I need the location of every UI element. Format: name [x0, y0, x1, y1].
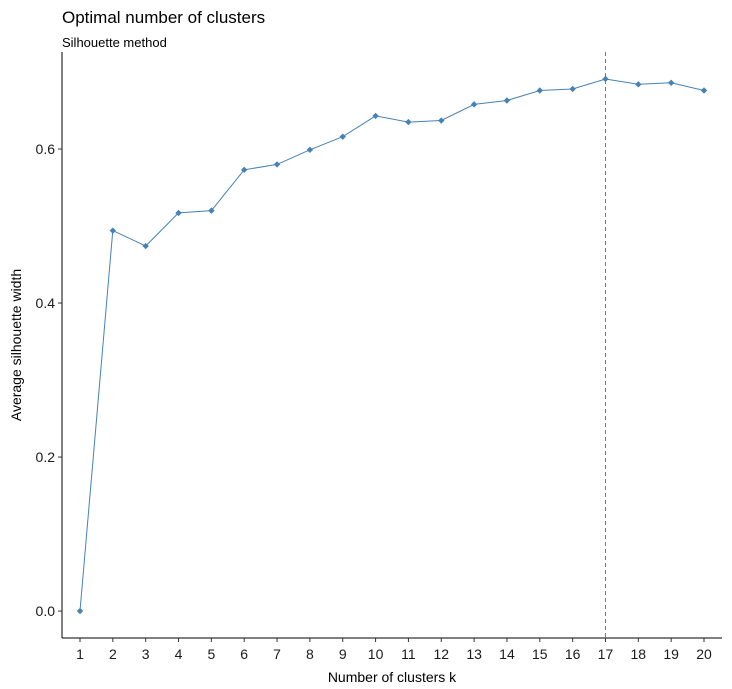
data-point: [241, 166, 248, 174]
x-tick-label: 16: [565, 646, 581, 662]
y-axis-label: Average silhouette width: [8, 269, 24, 421]
x-tick-label: 19: [663, 646, 679, 662]
y-tick-label: 0.0: [36, 603, 56, 619]
x-axis: 1 2 3 4 5 6 7 8 9 10 11 12 13 14 15 16 17 18 19 20: [62, 637, 722, 662]
y-axis: 0.0 0.2 0.4 0.6: [36, 52, 63, 638]
x-tick-label: 4: [175, 646, 183, 662]
data-point: [470, 101, 478, 108]
data-point: [175, 209, 182, 217]
x-tick-label: 11: [401, 646, 416, 662]
x-tick-label: 5: [207, 646, 215, 662]
x-tick-label: 14: [499, 646, 515, 662]
x-tick-label: 12: [433, 646, 449, 662]
data-point: [536, 87, 543, 94]
x-tick-label: 15: [532, 646, 548, 662]
x-tick-label: 9: [339, 646, 347, 662]
data-point: [273, 161, 281, 168]
data-point: [503, 97, 511, 104]
x-tick-label: 18: [631, 646, 647, 662]
x-tick-label: 8: [306, 646, 314, 662]
series-line: [79, 78, 705, 612]
data-point: [602, 75, 609, 83]
chart-subtitle: Silhouette method: [62, 35, 167, 50]
x-tick-label: 17: [598, 646, 614, 662]
x-tick-label: 20: [696, 646, 712, 662]
x-tick-label: 10: [368, 646, 384, 662]
y-tick-label: 0.6: [36, 141, 56, 157]
x-tick-label: 2: [109, 646, 117, 662]
x-tick-label: 13: [466, 646, 482, 662]
data-point: [109, 227, 117, 234]
data-point: [569, 85, 576, 93]
data-point: [208, 207, 215, 214]
x-axis-label: Number of clusters k: [328, 669, 457, 685]
x-tick-label: 3: [142, 646, 150, 662]
data-point: [700, 87, 708, 94]
plot-area: [76, 52, 708, 638]
x-tick-label: 7: [273, 646, 281, 662]
y-tick-label: 0.2: [36, 449, 56, 465]
data-point: [76, 607, 84, 615]
x-tick-label: 1: [76, 646, 84, 662]
data-point: [405, 118, 412, 126]
data-point: [306, 146, 314, 153]
y-tick-label: 0.4: [36, 295, 56, 311]
x-tick-label: 6: [240, 646, 248, 662]
data-point: [438, 117, 445, 124]
data-point: [372, 112, 379, 120]
data-point: [339, 133, 346, 140]
data-point: [667, 79, 675, 87]
data-point: [142, 242, 149, 250]
chart-title: Optimal number of clusters: [62, 8, 265, 27]
data-point: [635, 81, 642, 88]
